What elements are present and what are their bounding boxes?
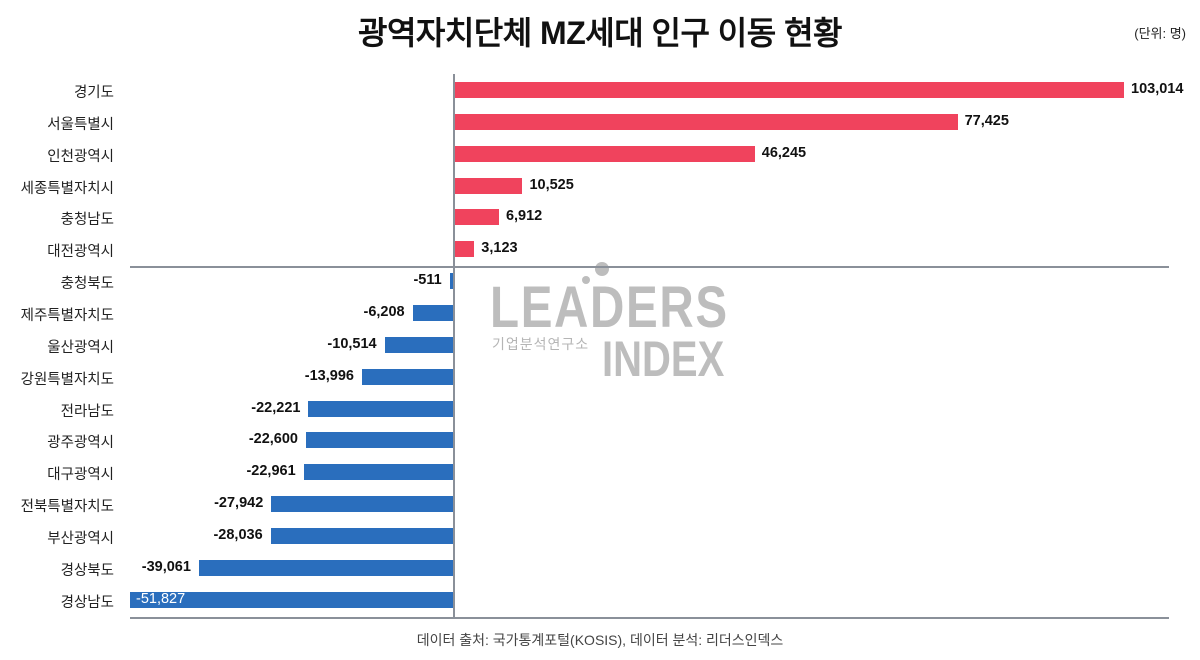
positive-bar	[454, 145, 755, 162]
value-label: -22,221	[251, 399, 301, 416]
watermark-dot-icon	[595, 262, 609, 276]
watermark-brand-bottom: INDEX	[602, 331, 725, 387]
category-label: 경기도	[73, 85, 114, 101]
value-label: 10,525	[529, 176, 574, 193]
category-label: 세종특별자치시	[20, 180, 114, 197]
chart-title: 광역자치단체 MZ세대 인구 이동 현황	[358, 15, 842, 51]
category-label: 광주광역시	[47, 435, 114, 452]
positive-negative-divider	[130, 266, 1169, 268]
value-label: -39,061	[141, 558, 191, 575]
value-label: -22,600	[248, 431, 298, 448]
value-label: -22,961	[246, 463, 296, 480]
negative-bar	[361, 368, 453, 385]
negative-bar	[303, 464, 453, 481]
value-label: -51,827	[136, 590, 186, 607]
category-label: 충청남도	[60, 212, 114, 229]
category-label: 경상남도	[60, 594, 114, 611]
value-label: -6,208	[363, 303, 405, 320]
value-label: -511	[413, 272, 442, 289]
category-label: 전라남도	[60, 403, 114, 420]
negative-bar	[412, 304, 453, 321]
negative-bar	[271, 496, 453, 513]
negative-bar	[449, 273, 453, 290]
category-label: 제주특별자치도	[20, 307, 114, 324]
category-label: 전북특별자치도	[20, 499, 114, 516]
positive-bar	[454, 241, 475, 258]
data-source-footer: 데이터 출처: 국가통계포털(KOSIS), 데이터 분석: 리더스인덱스	[416, 632, 784, 648]
value-label: -28,036	[213, 526, 263, 543]
category-label: 대구광역시	[47, 467, 114, 484]
watermark-dot-icon	[582, 276, 590, 284]
watermark-subtitle: 기업분석연구소	[492, 336, 590, 352]
negative-bar	[308, 400, 453, 417]
positive-bar	[454, 82, 1124, 98]
positive-bar	[454, 209, 499, 226]
category-label: 서울특별시	[47, 116, 114, 133]
category-label: 인천광역시	[47, 148, 114, 165]
value-label: 3,123	[481, 240, 518, 257]
category-label: 대전광역시	[47, 244, 114, 261]
positive-bar	[454, 113, 958, 130]
negative-bar	[198, 559, 453, 576]
unit-label: (단위: 명)	[1134, 26, 1186, 41]
value-label: 46,245	[761, 144, 807, 161]
value-label: -13,996	[304, 367, 354, 384]
negative-bar	[270, 527, 453, 544]
negative-bar	[384, 336, 453, 353]
leaders-index-watermark: LEADERS 기업분석연구소 INDEX	[490, 262, 727, 402]
watermark-brand-top: LEADERS	[490, 275, 729, 340]
value-label: 103,014	[1131, 81, 1184, 97]
category-label: 부산광역시	[47, 530, 114, 547]
zero-axis-line	[453, 74, 455, 618]
value-label: 6,912	[505, 208, 543, 225]
negative-bar	[130, 591, 453, 608]
category-label: 강원특별자치도	[20, 371, 114, 388]
positive-bar	[454, 177, 523, 194]
category-label: 울산광역시	[47, 339, 114, 356]
value-label: 77,425	[964, 112, 1009, 129]
value-label: -27,942	[214, 495, 264, 512]
category-label: 경상북도	[60, 562, 114, 579]
negative-bar	[306, 432, 453, 449]
bottom-axis-line	[130, 617, 1169, 619]
category-label: 충청북도	[60, 276, 114, 293]
value-label: -10,514	[327, 335, 377, 352]
